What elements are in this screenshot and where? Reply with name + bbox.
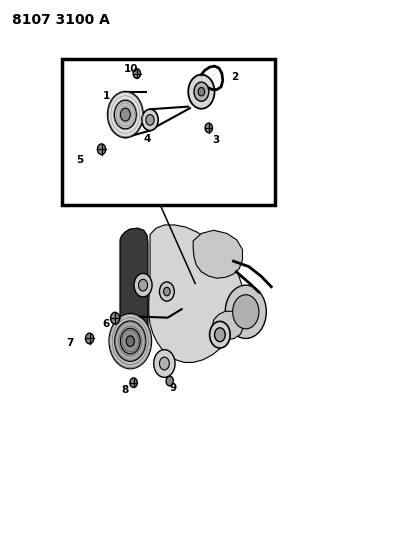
Circle shape xyxy=(159,282,174,301)
Circle shape xyxy=(120,328,140,354)
Circle shape xyxy=(108,92,143,138)
Text: 5: 5 xyxy=(76,155,83,165)
Polygon shape xyxy=(212,311,243,340)
Text: 1: 1 xyxy=(102,91,110,101)
Circle shape xyxy=(130,378,137,387)
Text: 9: 9 xyxy=(170,383,177,393)
Circle shape xyxy=(198,87,205,96)
Circle shape xyxy=(188,75,215,109)
Text: 2: 2 xyxy=(231,72,238,82)
Circle shape xyxy=(126,336,134,346)
Circle shape xyxy=(114,100,136,129)
Text: 4: 4 xyxy=(143,134,151,143)
Circle shape xyxy=(205,123,212,133)
Bar xyxy=(62,59,275,205)
Circle shape xyxy=(154,350,175,377)
Circle shape xyxy=(109,313,152,369)
Circle shape xyxy=(97,144,106,155)
Circle shape xyxy=(194,82,209,101)
Text: 8107 3100 A: 8107 3100 A xyxy=(12,13,110,27)
Polygon shape xyxy=(116,228,148,358)
Polygon shape xyxy=(193,230,242,278)
Circle shape xyxy=(142,109,158,131)
Text: 7: 7 xyxy=(66,338,74,348)
Circle shape xyxy=(210,321,230,348)
Circle shape xyxy=(85,333,94,344)
Circle shape xyxy=(159,357,169,370)
Circle shape xyxy=(233,295,259,329)
Circle shape xyxy=(139,279,148,291)
Circle shape xyxy=(134,273,152,297)
Circle shape xyxy=(146,115,154,125)
Circle shape xyxy=(111,312,120,324)
Circle shape xyxy=(115,321,146,361)
Text: 8: 8 xyxy=(122,385,129,395)
Circle shape xyxy=(164,287,170,296)
Circle shape xyxy=(166,376,173,386)
Circle shape xyxy=(133,69,141,78)
Text: 3: 3 xyxy=(212,135,219,144)
Text: 10: 10 xyxy=(124,64,139,74)
Polygon shape xyxy=(149,225,242,362)
Circle shape xyxy=(120,108,130,121)
Circle shape xyxy=(215,328,225,342)
Text: 6: 6 xyxy=(102,319,110,328)
Circle shape xyxy=(225,285,266,338)
